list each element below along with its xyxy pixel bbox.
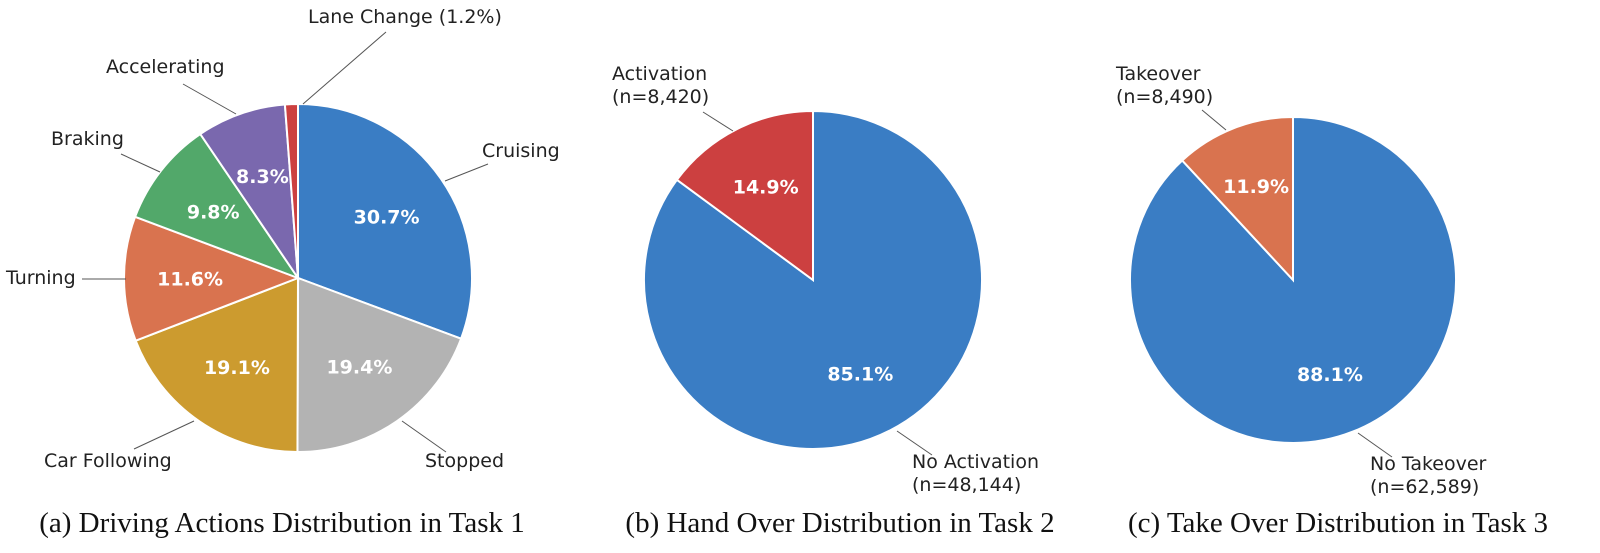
count-label-no-activation: (n=48,144) [912, 474, 1021, 496]
leader-line-activation [702, 111, 734, 132]
slice-braking [133, 132, 301, 281]
leader-line-no-takeover [1357, 432, 1393, 458]
caption-a: (a) Driving Actions Distribution in Task… [39, 507, 525, 539]
pct-label-accelerating: 8.3% [236, 166, 289, 188]
outer-label-takeover: Takeover [1115, 63, 1201, 85]
outer-label-cruising: Cruising [482, 140, 560, 162]
outer-label-car-following: Car Following [44, 450, 172, 472]
leader-line-braking [120, 153, 161, 173]
pie-chart-b: 85.1% No Activation(n=48,144) 14.9% Activat… [612, 63, 1039, 496]
slice-stopped [296, 276, 463, 454]
caption-c: (c) Take Over Distribution in Task 3 [1128, 507, 1548, 539]
leader-line-stopped [401, 420, 447, 453]
pie-chart-a: 30.7% Cruising 19.4% Stopped 19.1% Car Follow… [5, 6, 560, 472]
leader-line-lane-change [302, 31, 387, 105]
outer-label-lane-change: Lane Change (1.2%) [308, 6, 502, 28]
outer-label-stopped: Stopped [425, 450, 504, 472]
pct-label-turning: 11.6% [157, 269, 223, 291]
slice-lane-change [283, 102, 299, 279]
outer-label-no-activation: No Activation [912, 451, 1039, 473]
leader-line-cruising [444, 163, 489, 182]
slice-car-following [134, 276, 300, 454]
count-label-no-takeover: (n=62,589) [1370, 476, 1479, 498]
pct-label-no-activation: 85.1% [827, 364, 893, 386]
leader-line-takeover [1201, 109, 1227, 131]
caption-b: (b) Hand Over Distribution in Task 2 [625, 507, 1054, 539]
pct-label-activation: 14.9% [733, 177, 799, 199]
leader-line-no-activation [896, 430, 933, 456]
pct-label-car-following: 19.1% [204, 357, 270, 379]
count-label-activation: (n=8,420) [612, 86, 709, 108]
pct-label-no-takeover: 88.1% [1297, 364, 1363, 386]
leader-line-accelerating [182, 83, 237, 115]
outer-label-braking: Braking [51, 128, 124, 150]
slice-accelerating [198, 103, 300, 282]
outer-label-no-takeover: No Takeover [1370, 453, 1487, 475]
pct-label-cruising: 30.7% [354, 206, 420, 228]
slice-cruising [297, 102, 473, 340]
outer-label-turning: Turning [5, 267, 76, 289]
outer-label-accelerating: Accelerating [106, 56, 225, 78]
slice-activation [675, 109, 814, 282]
slice-takeover [1180, 115, 1294, 283]
pct-label-takeover: 11.9% [1223, 176, 1289, 198]
outer-label-activation: Activation [612, 63, 707, 85]
pct-label-braking: 9.8% [187, 201, 240, 223]
pie-chart-c: 88.1% No Takeover(n=62,589) 11.9% Takeover(… [1115, 63, 1487, 498]
slice-no-activation [642, 109, 983, 450]
pct-label-stopped: 19.4% [326, 357, 392, 379]
leader-line-car-following [133, 420, 195, 450]
count-label-takeover: (n=8,490) [1116, 86, 1213, 108]
